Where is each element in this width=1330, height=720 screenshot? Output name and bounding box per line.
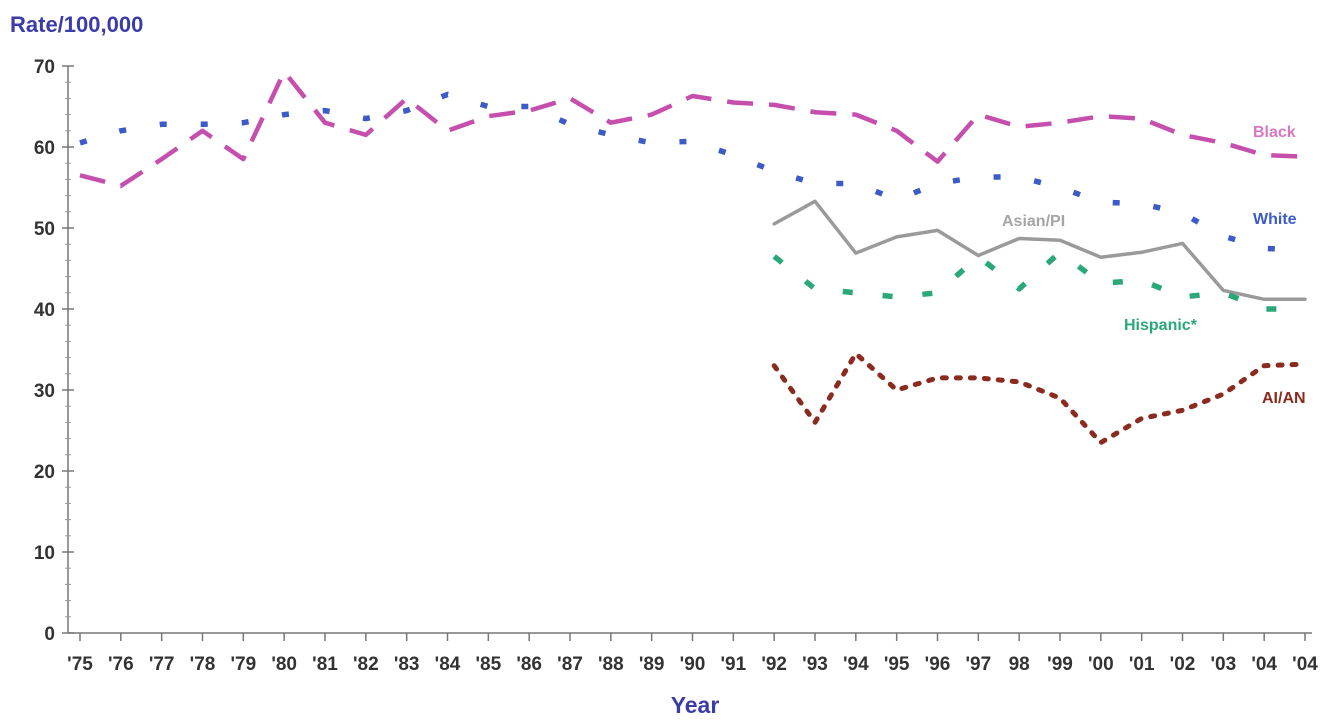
y-tick-label: 30	[34, 381, 55, 402]
y-tick-label: 60	[34, 138, 55, 159]
x-tick-label: '85	[476, 654, 502, 675]
y-tick-label: 0	[44, 624, 55, 645]
x-tick-label: '81	[312, 654, 338, 675]
series-line-asian-pi	[772, 199, 1307, 302]
x-axis-ticks: '75 '76 '77 '78 '79 '80 '81 '82 '83 '84 '85 '86 '87 '…	[67, 633, 1318, 675]
x-tick-label: '84	[435, 654, 461, 675]
series-label-black: Black	[1253, 124, 1296, 141]
x-tick-label: '91	[721, 654, 747, 675]
x-tick-label: '86	[516, 654, 542, 675]
x-tick-label: '75	[67, 654, 93, 675]
x-tick-label: '93	[802, 654, 828, 675]
series-label-asian-pi: Asian/PI	[1002, 213, 1065, 230]
x-tick-label: '02	[1170, 654, 1196, 675]
x-tick-label: '76	[108, 654, 134, 675]
series-label-white: White	[1253, 211, 1297, 228]
x-tick-label: '87	[557, 654, 583, 675]
y-tick-label: 70	[34, 57, 55, 78]
x-tick-label: '83	[394, 654, 420, 675]
x-axis-title: Year	[671, 692, 720, 718]
x-tick-label: '90	[680, 654, 706, 675]
x-tick-label: '01	[1129, 654, 1155, 675]
series-line-black	[79, 69, 1306, 189]
x-tick-label: '04	[1251, 654, 1277, 675]
x-tick-label: '00	[1088, 654, 1114, 675]
y-axis-ticks: 0 10 20 30 40 50 60 70	[34, 57, 74, 645]
x-tick-label: 98	[1009, 654, 1030, 675]
y-tick-label: 20	[34, 462, 55, 483]
series-labels: Black White Asian/PI Hispanic* AI/AN	[1002, 124, 1306, 407]
series-label-hispanic: Hispanic*	[1124, 317, 1198, 334]
y-tick-label: 40	[34, 300, 55, 321]
series-line-white	[79, 91, 1306, 254]
x-tick-label: '79	[231, 654, 257, 675]
series-line-hispanic	[772, 249, 1305, 312]
x-tick-label: '77	[149, 654, 175, 675]
y-tick-label: 50	[34, 219, 55, 240]
x-tick-label: '94	[843, 654, 869, 675]
series-label-ai-an: AI/AN	[1262, 390, 1306, 407]
series-layer	[79, 69, 1308, 446]
x-tick-label: '03	[1211, 654, 1237, 675]
x-tick-label: '97	[966, 654, 992, 675]
x-tick-label: '95	[884, 654, 910, 675]
x-tick-label: '92	[761, 654, 787, 675]
x-tick-label: '96	[925, 654, 951, 675]
x-tick-label: '78	[190, 654, 216, 675]
x-tick-label: '82	[353, 654, 379, 675]
x-tick-label: '04	[1292, 654, 1318, 675]
x-tick-label: '89	[639, 654, 665, 675]
x-tick-label: '88	[598, 654, 624, 675]
x-tick-label: '80	[271, 654, 297, 675]
x-tick-label: '99	[1047, 654, 1073, 675]
series-line-ai-an	[771, 351, 1308, 446]
y-tick-label: 10	[34, 543, 55, 564]
y-axis-title: Rate/100,000	[10, 12, 143, 37]
